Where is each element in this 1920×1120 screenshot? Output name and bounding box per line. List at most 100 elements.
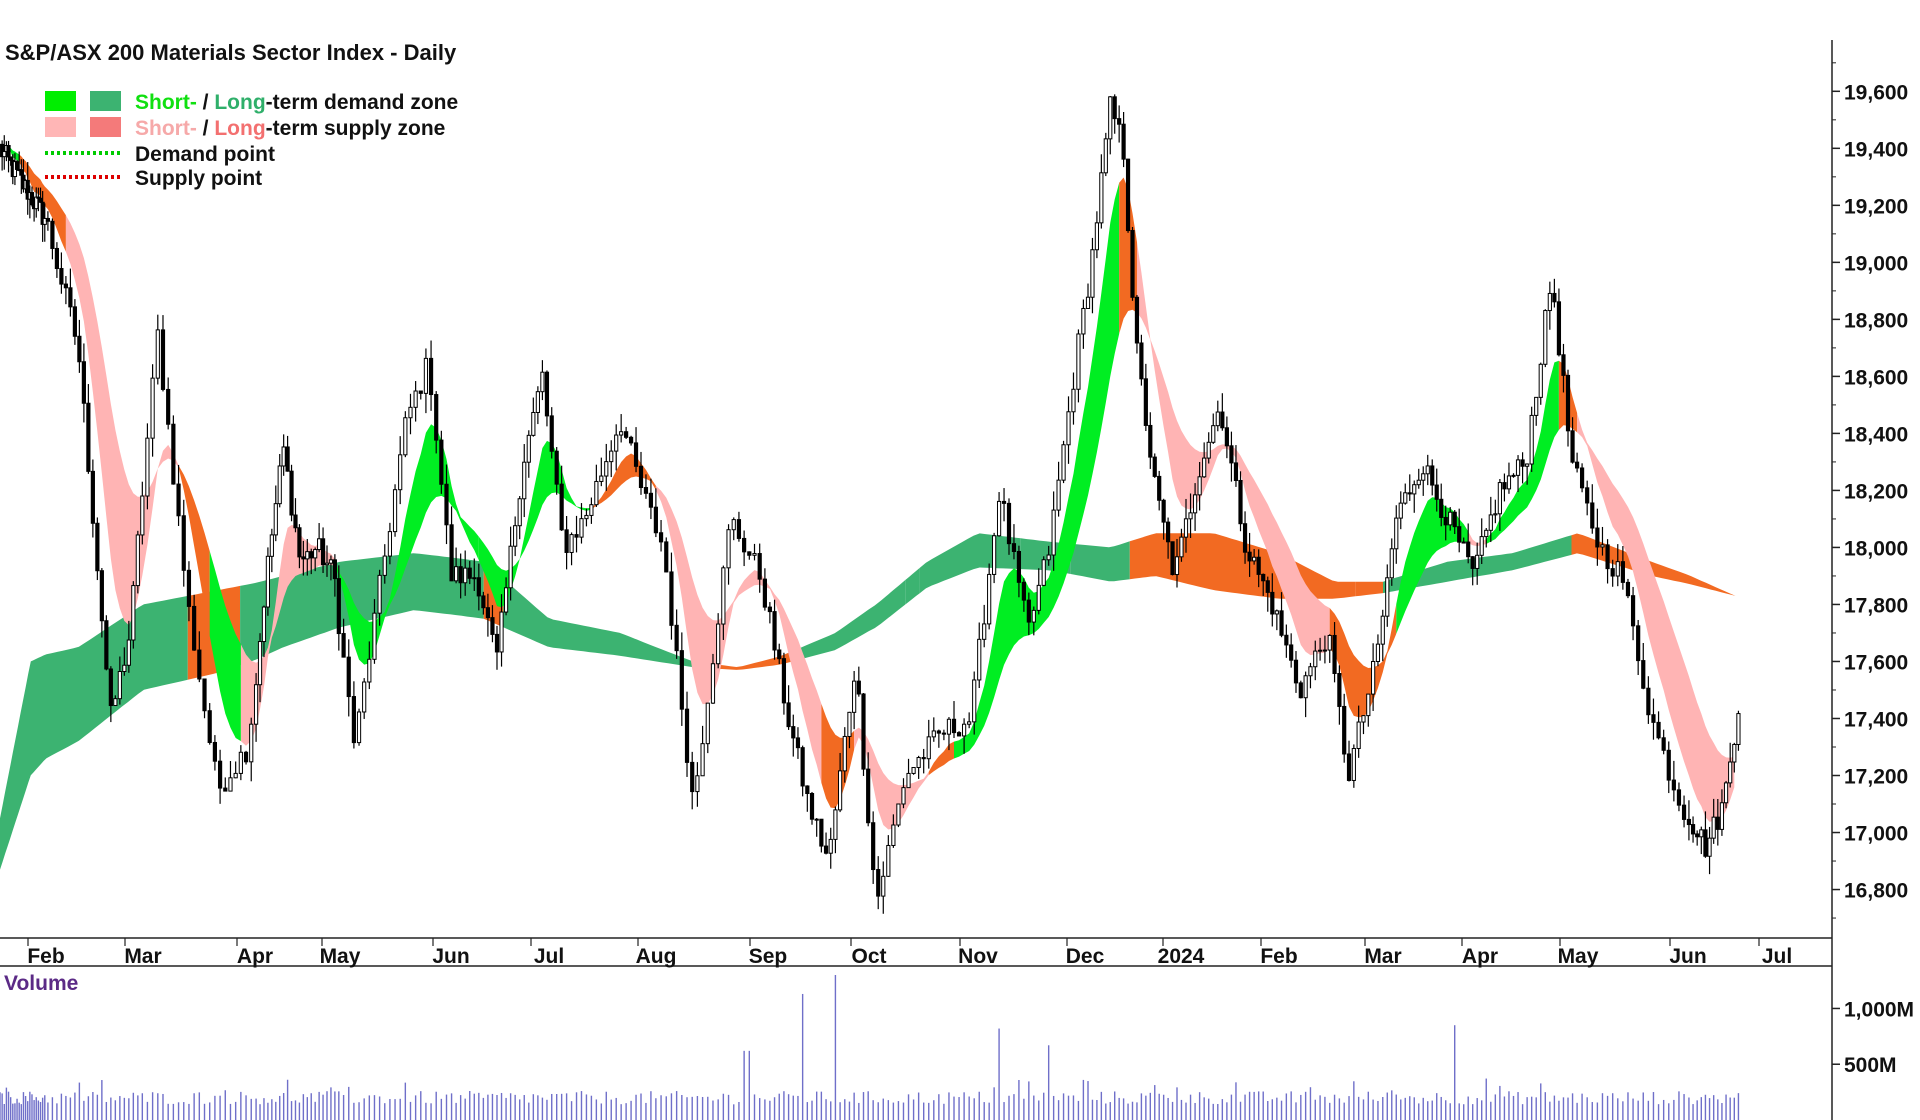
- candle: [1439, 483, 1444, 527]
- candle: [367, 641, 372, 690]
- candle: [1651, 698, 1656, 740]
- candle: [837, 752, 843, 813]
- candle: [508, 526, 513, 601]
- legend-item-3: Supply point: [45, 167, 262, 190]
- candle: [876, 856, 881, 910]
- candle: [418, 390, 423, 400]
- candle: [428, 340, 434, 411]
- candle: [569, 532, 574, 566]
- price-candles: [0, 94, 1741, 914]
- candle: [972, 671, 977, 735]
- candle: [1380, 609, 1385, 662]
- x-tick-label: Jul: [1762, 945, 1792, 968]
- candle: [781, 652, 787, 715]
- candle: [317, 523, 322, 553]
- candle: [1183, 498, 1189, 553]
- candle: [921, 748, 926, 774]
- candle: [1699, 826, 1704, 855]
- candle: [289, 464, 294, 522]
- y-tick-label: 17,600: [1844, 651, 1908, 674]
- candle: [192, 594, 197, 651]
- candle: [1090, 237, 1095, 314]
- short-zone-segment-5: [240, 525, 335, 746]
- candle: [233, 761, 238, 779]
- candle: [372, 599, 377, 664]
- candle: [403, 411, 408, 458]
- candle: [1430, 459, 1435, 496]
- x-tick-label: Apr: [237, 945, 273, 968]
- candle: [135, 530, 140, 594]
- volume-tick-label: 500M: [1844, 1054, 1897, 1077]
- candle: [1143, 363, 1148, 432]
- candle: [160, 315, 166, 392]
- candle: [1346, 740, 1352, 782]
- candle: [589, 497, 594, 524]
- candle: [772, 599, 777, 660]
- candle: [503, 577, 509, 616]
- candle: [1134, 294, 1140, 354]
- candle: [574, 515, 579, 553]
- candle: [540, 360, 545, 401]
- candle: [1041, 556, 1046, 587]
- candle: [1265, 576, 1270, 612]
- candle: [1561, 343, 1566, 393]
- candle: [1529, 406, 1534, 472]
- candle: [1470, 556, 1475, 586]
- y-tick-label: 17,200: [1844, 766, 1908, 789]
- candle: [1547, 281, 1552, 330]
- candle: [1261, 573, 1266, 596]
- candle: [1630, 586, 1636, 641]
- candle: [742, 530, 747, 567]
- candle: [871, 811, 876, 884]
- x-tick-label: Jul: [534, 945, 564, 968]
- candle: [1497, 478, 1502, 531]
- candle: [1233, 445, 1239, 487]
- candle: [356, 708, 362, 746]
- candle: [1197, 461, 1202, 511]
- candle: [1605, 539, 1610, 584]
- candle: [140, 481, 145, 545]
- candle: [1274, 609, 1279, 631]
- candle: [535, 386, 540, 425]
- candle: [936, 729, 941, 748]
- candle: [554, 447, 559, 495]
- candle: [564, 516, 569, 570]
- candle: [891, 814, 896, 848]
- candle: [285, 435, 290, 472]
- candle: [1443, 505, 1448, 541]
- candle: [1520, 452, 1525, 484]
- y-tick-label: 19,000: [1844, 252, 1908, 275]
- x-tick-label: 2024: [1158, 945, 1205, 968]
- candle: [911, 766, 916, 775]
- candle: [45, 211, 51, 231]
- x-tick-label: Feb: [1260, 945, 1297, 968]
- legend-swatch-short: [45, 91, 76, 111]
- short-zone-segment-16: [1231, 446, 1330, 656]
- candle: [463, 550, 468, 596]
- y-tick-label: 18,400: [1844, 423, 1908, 446]
- candle: [1026, 592, 1031, 636]
- candle: [86, 384, 91, 474]
- x-tick-label: Jun: [432, 945, 469, 968]
- candle: [690, 751, 695, 810]
- candle: [1719, 789, 1725, 836]
- candle: [499, 594, 504, 667]
- y-tick-label: 18,800: [1844, 309, 1908, 332]
- candle: [1121, 111, 1126, 168]
- candle: [1385, 564, 1390, 627]
- candle: [1703, 811, 1708, 858]
- candle: [809, 791, 815, 825]
- candle: [301, 540, 306, 576]
- candle: [1394, 505, 1399, 564]
- candle: [458, 553, 463, 599]
- candle: [1076, 329, 1081, 403]
- candle: [1051, 491, 1056, 571]
- candle: [852, 671, 857, 730]
- candle: [1434, 468, 1439, 512]
- candle: [1681, 795, 1687, 828]
- candle: [1112, 94, 1117, 134]
- candle: [1220, 393, 1225, 431]
- candle: [1556, 288, 1562, 357]
- candle: [309, 548, 314, 575]
